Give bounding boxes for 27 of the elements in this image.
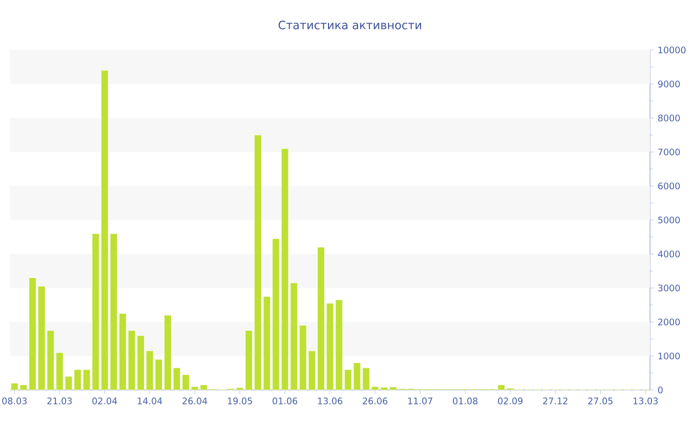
x-tick-label: 13.06 xyxy=(318,398,342,404)
x-tick-label: 27.12 xyxy=(543,398,568,404)
x-tick-label: 08.03 xyxy=(2,398,27,404)
y-tick-label: 8000 xyxy=(658,114,680,122)
y-tick-label: 10000 xyxy=(658,46,686,54)
y-tick-label: 0 xyxy=(658,386,663,394)
y-tick-label: 9000 xyxy=(658,80,680,88)
x-tick-label: 13.03 xyxy=(634,398,658,404)
y-tick-label: 6000 xyxy=(658,182,680,190)
y-tick-label: 1000 xyxy=(658,352,680,360)
x-tick-label: 02.09 xyxy=(498,398,523,404)
x-tick-label: 21.03 xyxy=(47,398,72,404)
y-tick-label: 5000 xyxy=(658,216,680,224)
x-tick-label: 26.06 xyxy=(362,398,388,404)
x-tick-label: 11.07 xyxy=(408,398,432,404)
x-tick-label: 01.08 xyxy=(452,398,478,404)
y-tick-label: 7000 xyxy=(658,148,680,156)
x-tick-label: 01.06 xyxy=(272,398,298,404)
x-tick-label: 14.04 xyxy=(138,398,162,404)
y-tick-label: 3000 xyxy=(658,284,680,292)
chart-title: Статистика активности xyxy=(278,20,422,30)
x-tick-label: 26.04 xyxy=(182,398,208,404)
y-tick-label: 4000 xyxy=(658,250,680,258)
y-tick-label: 2000 xyxy=(658,318,680,326)
x-tick-label: 19.05 xyxy=(228,398,252,404)
x-tick-label: 27.05 xyxy=(588,398,613,404)
x-tick-label: 02.04 xyxy=(92,398,118,404)
